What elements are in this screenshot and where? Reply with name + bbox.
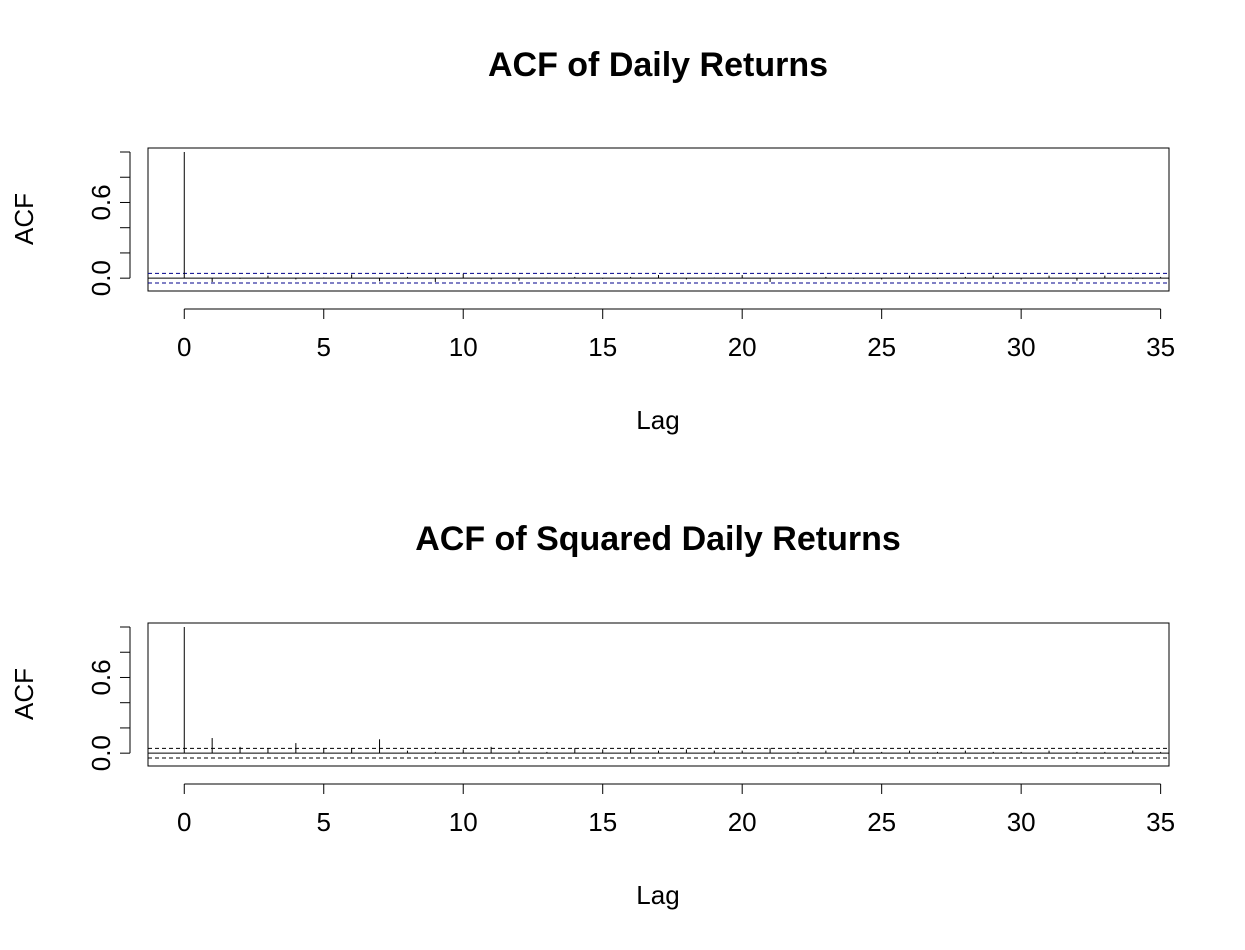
y-tick-label: 0.6 bbox=[86, 659, 116, 695]
x-tick-label: 30 bbox=[1007, 332, 1036, 362]
x-tick-label: 25 bbox=[867, 332, 896, 362]
x-tick-label: 35 bbox=[1146, 807, 1175, 837]
y-axis-label: ACF bbox=[9, 193, 39, 245]
x-tick-label: 15 bbox=[588, 332, 617, 362]
x-tick-label: 5 bbox=[317, 807, 331, 837]
x-tick-label: 35 bbox=[1146, 332, 1175, 362]
x-tick-label: 30 bbox=[1007, 807, 1036, 837]
x-tick-label: 5 bbox=[317, 332, 331, 362]
plot-frame bbox=[147, 147, 1170, 292]
plot-frame bbox=[147, 622, 1170, 767]
acf-panel-squared-daily-returns: ACF of Squared Daily Returns ACF Lag 0.0… bbox=[9, 520, 1175, 910]
x-tick-label: 25 bbox=[867, 807, 896, 837]
y-tick-label: 0.0 bbox=[86, 735, 116, 771]
y-tick-label: 0.0 bbox=[86, 260, 116, 296]
acf-panel-daily-returns: ACF of Daily Returns ACF Lag 0.0 0.6 0 5 10 1… bbox=[9, 46, 1175, 435]
x-tick-label: 15 bbox=[588, 807, 617, 837]
x-axis-label: Lag bbox=[636, 880, 679, 910]
x-tick-label: 0 bbox=[177, 807, 191, 837]
x-axis-label: Lag bbox=[636, 405, 679, 435]
x-tick-label: 10 bbox=[449, 807, 478, 837]
y-tick-label: 0.6 bbox=[86, 184, 116, 220]
x-tick-label: 20 bbox=[728, 332, 757, 362]
x-tick-label: 10 bbox=[449, 332, 478, 362]
chart-title: ACF of Daily Returns bbox=[488, 46, 828, 84]
plot-marks: 0.0 0.6 0 5 10 15 20 25 30 35 bbox=[86, 626, 1175, 837]
x-tick-label: 0 bbox=[177, 332, 191, 362]
plot-marks: 0.0 0.6 0 5 10 15 20 25 30 35 bbox=[86, 151, 1175, 362]
x-tick-label: 20 bbox=[728, 807, 757, 837]
chart-title: ACF of Squared Daily Returns bbox=[415, 520, 901, 558]
y-axis-label: ACF bbox=[9, 668, 39, 720]
